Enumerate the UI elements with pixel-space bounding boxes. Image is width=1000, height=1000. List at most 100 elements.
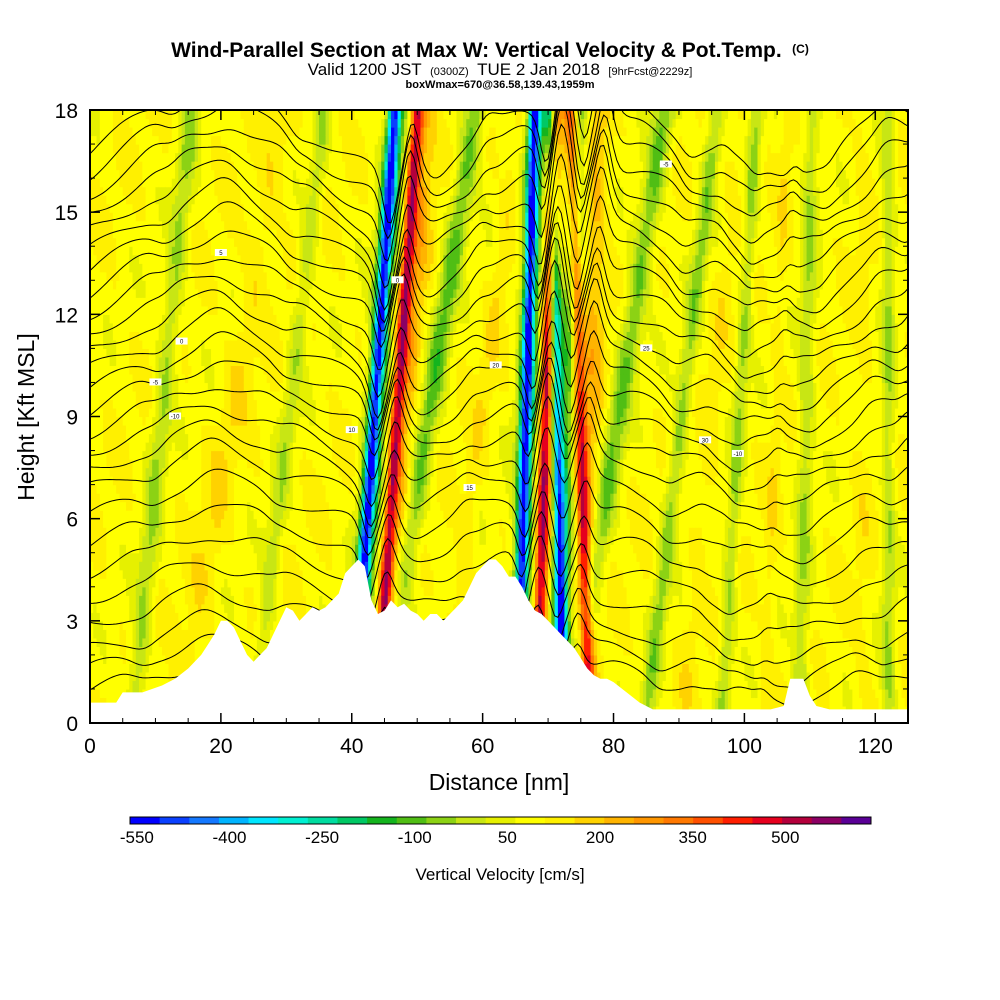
velocity-cell [168, 544, 173, 554]
velocity-cell [158, 552, 163, 562]
velocity-cell [103, 212, 107, 222]
velocity-cell [158, 569, 163, 579]
velocity-cell [90, 280, 94, 290]
velocity-cell [125, 442, 130, 452]
velocity-cell [93, 246, 98, 256]
velocity-cell [165, 612, 170, 622]
velocity-cell [125, 518, 130, 528]
velocity-cell [90, 671, 94, 682]
velocity-cell [139, 110, 143, 120]
velocity-cell [158, 203, 163, 213]
velocity-cell [125, 246, 130, 256]
velocity-cell [119, 680, 124, 690]
velocity-cell [165, 569, 170, 579]
velocity-cell [152, 365, 157, 375]
velocity-cell [96, 280, 101, 290]
velocity-cell [155, 246, 160, 256]
velocity-cell [152, 467, 157, 477]
velocity-cell [116, 212, 121, 222]
velocity-cell [155, 467, 160, 477]
velocity-cell [96, 433, 101, 443]
velocity-cell [165, 603, 170, 613]
velocity-cell [139, 382, 143, 392]
velocity-cell [148, 612, 153, 622]
velocity-cell [122, 620, 127, 630]
velocity-cell [161, 144, 166, 154]
velocity-cell [109, 603, 114, 613]
velocity-cell [122, 390, 127, 401]
velocity-cell [168, 288, 173, 298]
velocity-cell [135, 646, 140, 656]
velocity-cell [155, 586, 160, 596]
velocity-cell [168, 322, 173, 332]
velocity-cell [109, 595, 114, 605]
velocity-cell [93, 382, 98, 392]
velocity-cell [119, 663, 124, 673]
velocity-cell [103, 169, 107, 179]
velocity-cell [152, 476, 157, 486]
velocity-cell [93, 271, 98, 281]
velocity-cell [132, 169, 137, 179]
velocity-cell [96, 373, 101, 384]
velocity-cell [142, 382, 147, 392]
velocity-cell [109, 339, 114, 349]
velocity-cell [161, 271, 166, 281]
velocity-cell [106, 220, 111, 230]
velocity-cell [139, 161, 143, 171]
velocity-cell [109, 416, 114, 426]
velocity-cell [109, 161, 114, 171]
velocity-cell [119, 305, 124, 315]
velocity-cell [125, 476, 130, 486]
velocity-cell [129, 212, 134, 222]
velocity-cell [112, 305, 117, 315]
velocity-cell [155, 331, 160, 341]
velocity-cell [145, 637, 150, 647]
velocity-cell [158, 135, 163, 145]
velocity-cell [129, 178, 134, 188]
velocity-cell [119, 382, 124, 392]
velocity-cell [132, 450, 137, 460]
velocity-cell [99, 280, 104, 290]
velocity-cell [129, 535, 134, 545]
velocity-cell [158, 603, 163, 613]
velocity-cell [148, 390, 153, 401]
velocity-cell [145, 127, 150, 137]
velocity-cell [148, 680, 153, 690]
velocity-cell [109, 501, 114, 511]
velocity-cell [122, 501, 127, 511]
velocity-cell [145, 527, 150, 537]
velocity-cell [122, 578, 127, 588]
velocity-cell [129, 680, 134, 690]
velocity-cell [99, 331, 104, 341]
velocity-cell [90, 501, 94, 511]
velocity-cell [148, 433, 153, 443]
velocity-cell [93, 331, 98, 341]
velocity-cell [132, 544, 137, 554]
velocity-cell [90, 263, 94, 273]
velocity-cell [135, 263, 140, 273]
velocity-cell [125, 203, 130, 213]
velocity-cell [165, 203, 170, 213]
velocity-cell [145, 620, 150, 630]
velocity-cell [106, 442, 111, 452]
velocity-cell [139, 629, 143, 639]
velocity-cell [93, 697, 98, 707]
velocity-cell [152, 535, 157, 545]
velocity-cell [155, 127, 160, 137]
velocity-cell [145, 416, 150, 426]
velocity-cell [129, 595, 134, 605]
velocity-cell [129, 561, 134, 571]
velocity-cell [165, 671, 170, 682]
velocity-cell [116, 186, 121, 196]
velocity-cell [148, 229, 153, 239]
velocity-cell [152, 127, 157, 137]
velocity-cell [145, 356, 150, 367]
velocity-cell [112, 339, 117, 349]
velocity-cell [139, 254, 143, 264]
velocity-cell [132, 382, 137, 392]
velocity-cell [155, 144, 160, 154]
velocity-cell [142, 322, 147, 332]
velocity-cell [99, 135, 104, 145]
velocity-cell [152, 459, 157, 469]
velocity-cell [155, 569, 160, 579]
